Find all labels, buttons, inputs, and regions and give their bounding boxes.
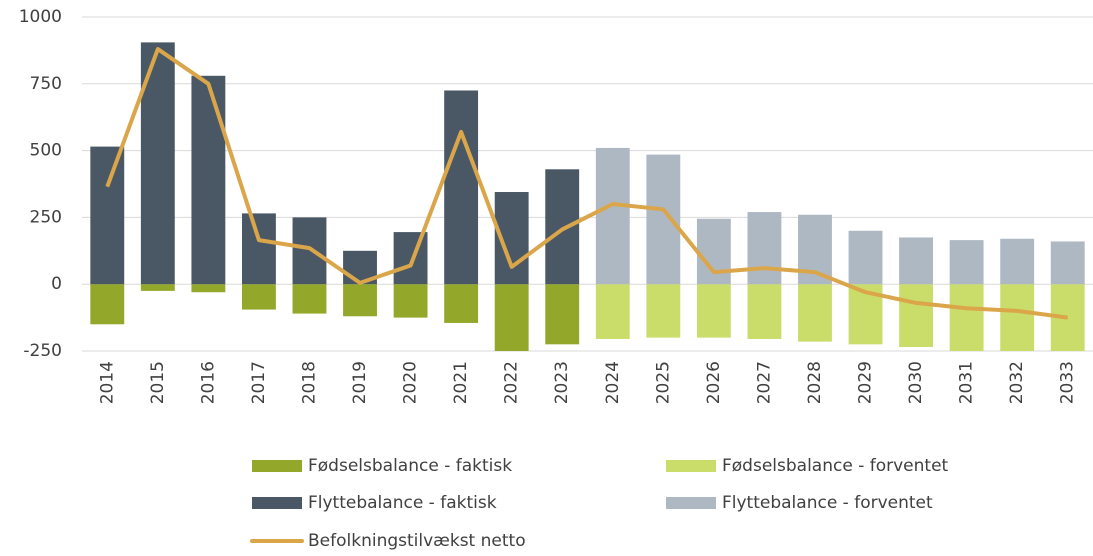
x-tick-label: 2017 xyxy=(249,361,269,404)
y-tick-label: 1000 xyxy=(19,7,62,27)
x-tick-label: 2029 xyxy=(856,361,876,404)
y-tick-label: 500 xyxy=(30,141,62,161)
x-tick-label: 2021 xyxy=(451,361,471,404)
y-tick-label: -250 xyxy=(23,341,62,361)
bar xyxy=(696,218,731,285)
x-tick-label: 2015 xyxy=(148,361,168,404)
line xyxy=(105,47,1068,320)
legend-swatch xyxy=(666,460,716,472)
bar xyxy=(798,284,832,342)
bar xyxy=(494,284,529,351)
legend-label: Befolkningstilvækst netto xyxy=(308,531,526,551)
x-tick-label: 2024 xyxy=(603,361,623,404)
legend-label: Fødselsbalance - faktisk xyxy=(308,456,512,476)
bar xyxy=(848,230,883,285)
bar xyxy=(949,284,984,351)
bar xyxy=(393,284,428,318)
x-tick-label: 2019 xyxy=(350,361,370,404)
bar xyxy=(747,284,782,339)
x-tick-label: 2028 xyxy=(805,361,825,404)
bar xyxy=(595,284,630,339)
legend-label: Flyttebalance - forventet xyxy=(722,493,933,513)
y-tick-label: 0 xyxy=(51,274,62,294)
bar xyxy=(899,237,934,285)
bar xyxy=(191,284,226,293)
y-tick-label: 250 xyxy=(30,207,62,227)
x-tick-label: 2022 xyxy=(502,361,522,404)
bar xyxy=(241,213,276,285)
legend-swatch xyxy=(252,460,302,472)
bar xyxy=(292,217,327,285)
x-tick-label: 2027 xyxy=(754,361,774,404)
x-tick-label: 2033 xyxy=(1058,361,1078,404)
x-tick-label: 2026 xyxy=(704,361,724,404)
bar xyxy=(444,284,479,323)
bar xyxy=(696,284,731,338)
bar xyxy=(1000,284,1035,351)
x-tick-label: 2032 xyxy=(1007,361,1027,404)
bar xyxy=(595,147,630,285)
bar xyxy=(90,146,125,285)
bar xyxy=(191,75,226,285)
bar xyxy=(545,169,580,285)
x-tick-label: 2020 xyxy=(401,361,421,404)
bar xyxy=(545,284,580,345)
x-tick-label: 2018 xyxy=(299,361,319,404)
bar xyxy=(343,284,377,317)
bar xyxy=(1050,241,1085,285)
bar xyxy=(949,240,984,285)
bar xyxy=(90,284,125,325)
bar xyxy=(646,284,681,338)
legend-swatch xyxy=(666,497,716,509)
bar xyxy=(292,284,327,314)
bar xyxy=(1000,238,1035,285)
bar xyxy=(646,154,681,285)
legend-swatch xyxy=(252,497,302,509)
x-tick-label: 2030 xyxy=(906,361,926,404)
x-tick-label: 2025 xyxy=(653,361,673,404)
x-tick-label: 2016 xyxy=(198,361,218,404)
x-tick-label: 2031 xyxy=(957,361,977,404)
bar xyxy=(899,284,934,347)
y-tick-label: 750 xyxy=(30,74,62,94)
bar xyxy=(747,212,782,285)
legend-label: Flyttebalance - faktisk xyxy=(308,493,497,513)
bar xyxy=(241,284,276,310)
legend-label: Fødselsbalance - forventet xyxy=(722,456,949,476)
bar xyxy=(393,232,428,285)
bar xyxy=(444,90,479,285)
bar xyxy=(140,284,175,291)
x-tick-label: 2023 xyxy=(552,361,572,404)
x-tick-label: 2014 xyxy=(97,361,117,404)
